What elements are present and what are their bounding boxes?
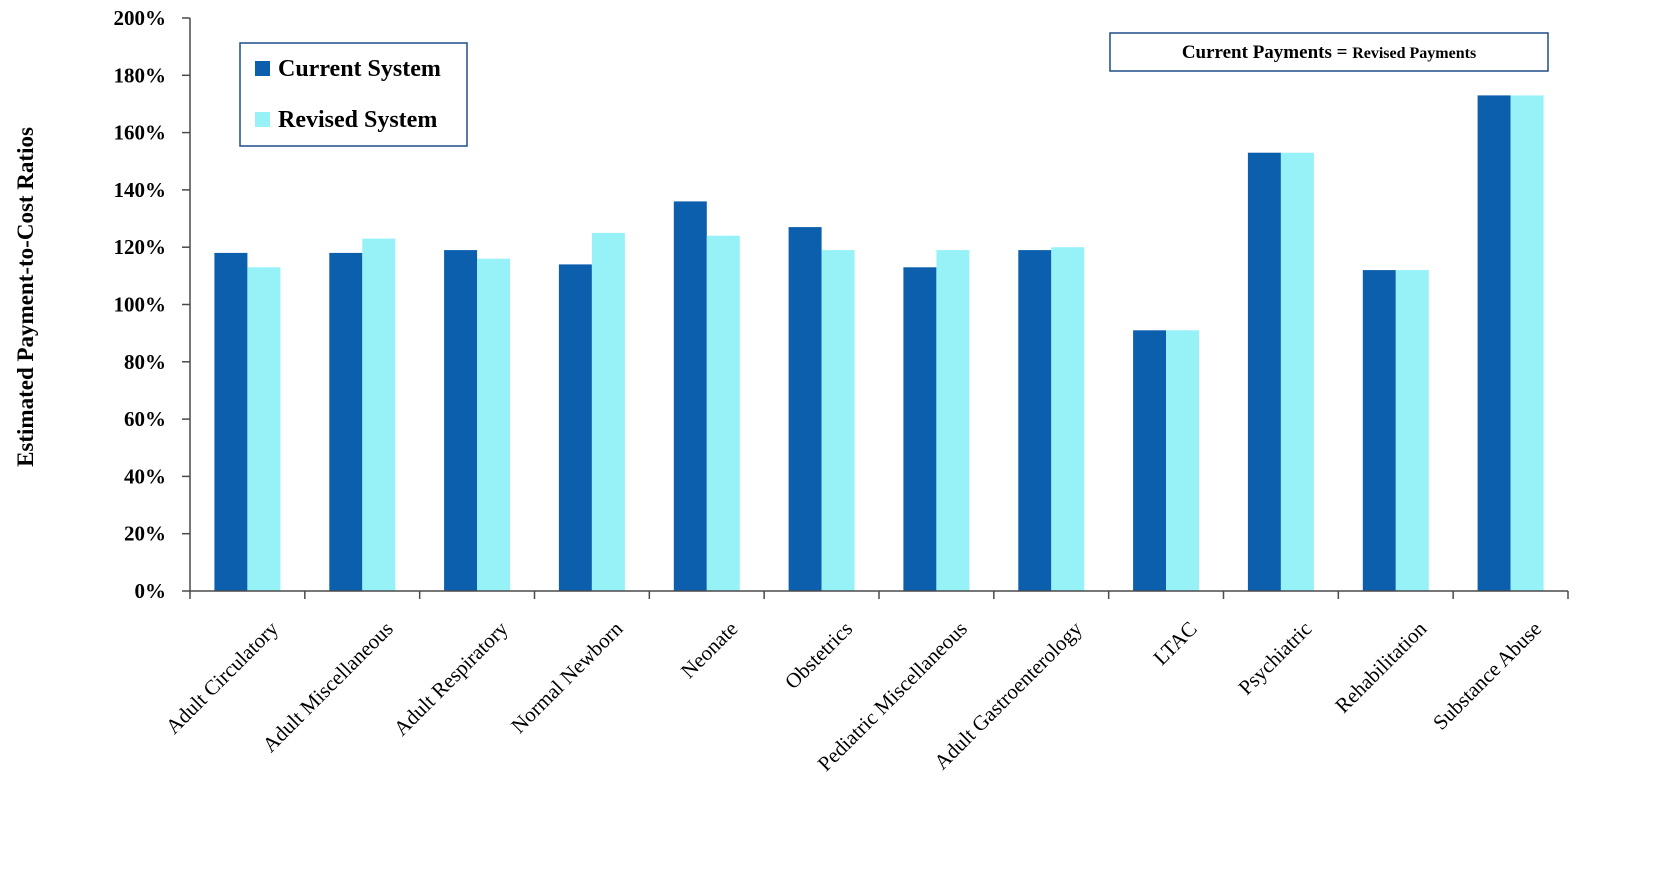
bar-obstetrics-current-system <box>788 227 822 591</box>
annotation-revised-payments: Revised Payments <box>1352 45 1476 62</box>
bar-pediatric-miscellaneous-current-system <box>903 267 937 591</box>
y-tick-label: 60% <box>124 407 166 431</box>
bar-adult-miscellaneous-revised-system <box>362 238 396 591</box>
bar-normal-newborn-current-system <box>558 264 592 591</box>
bar-neonate-current-system <box>673 201 707 591</box>
y-tick-label: 120% <box>114 235 167 259</box>
annotation-text: Current Payments = Revised Payments <box>1182 42 1476 63</box>
bar-adult-gastroenterology-revised-system <box>1051 247 1085 591</box>
x-category-label: Obstetrics <box>780 617 857 694</box>
bar-pediatric-miscellaneous-revised-system <box>936 250 970 591</box>
bar-ltac-revised-system <box>1166 330 1200 591</box>
bar-adult-miscellaneous-current-system <box>329 252 363 591</box>
y-tick-label: 180% <box>114 63 167 87</box>
annotation-current-payments: Current Payments <box>1182 42 1332 63</box>
axes-group <box>182 17 1569 599</box>
y-tick-label: 140% <box>114 178 167 202</box>
y-axis-title: Estimated Payment-to-Cost Ratios <box>13 127 38 467</box>
annotation-equals: = <box>1332 42 1352 63</box>
y-tick-label: 0% <box>135 579 167 603</box>
y-tick-label: 100% <box>114 293 167 317</box>
bar-normal-newborn-revised-system <box>591 232 625 591</box>
bar-adult-circulatory-current-system <box>214 252 248 591</box>
legend: Current System Revised System <box>239 42 468 147</box>
y-tick-label: 80% <box>124 350 166 374</box>
x-category-label: Psychiatric <box>1233 617 1316 700</box>
x-category-label: LTAC <box>1148 617 1201 670</box>
annotation-box: Current Payments = Revised Payments <box>1109 32 1549 72</box>
bar-adult-gastroenterology-current-system <box>1018 250 1052 591</box>
y-tick-labels: 0% 20% 40% 60% 80% 100% 120% 140% 160% 180% 200% <box>114 6 167 603</box>
bar-rehabilitation-revised-system <box>1395 270 1429 591</box>
legend-label-current-system: Current System <box>278 56 441 82</box>
x-category-label: Substance Abuse <box>1428 617 1546 735</box>
y-tick-label: 20% <box>124 522 166 546</box>
bar-substance-abuse-revised-system <box>1510 95 1544 592</box>
bars-group <box>214 95 1544 592</box>
x-category-label: Adult Respiratory <box>389 616 513 740</box>
bar-psychiatric-revised-system <box>1280 152 1314 591</box>
bar-adult-respiratory-current-system <box>444 250 478 591</box>
bar-ltac-current-system <box>1133 330 1167 591</box>
bar-obstetrics-revised-system <box>821 250 855 591</box>
y-axis-title-group: Estimated Payment-to-Cost Ratios <box>13 127 38 467</box>
bar-psychiatric-current-system <box>1247 152 1281 591</box>
legend-swatch-revised-system <box>255 112 270 127</box>
x-category-label: Rehabilitation <box>1330 616 1431 717</box>
annotation-border <box>1109 32 1549 72</box>
legend-swatch-current-system <box>255 61 270 76</box>
bar-adult-circulatory-revised-system <box>247 267 281 591</box>
x-category-label: Adult Circulatory <box>161 616 283 738</box>
x-category-label: Neonate <box>676 617 742 683</box>
x-category-label: Normal Newborn <box>506 616 628 738</box>
y-tick-label: 160% <box>114 121 167 145</box>
bar-substance-abuse-current-system <box>1477 95 1511 592</box>
legend-label-revised-system: Revised System <box>278 107 437 133</box>
legend-box <box>239 42 468 147</box>
y-tick-label: 200% <box>114 6 167 30</box>
y-tick-label: 40% <box>124 464 166 488</box>
bar-neonate-revised-system <box>706 235 740 591</box>
bar-adult-respiratory-revised-system <box>477 258 511 591</box>
bar-rehabilitation-current-system <box>1362 270 1396 591</box>
